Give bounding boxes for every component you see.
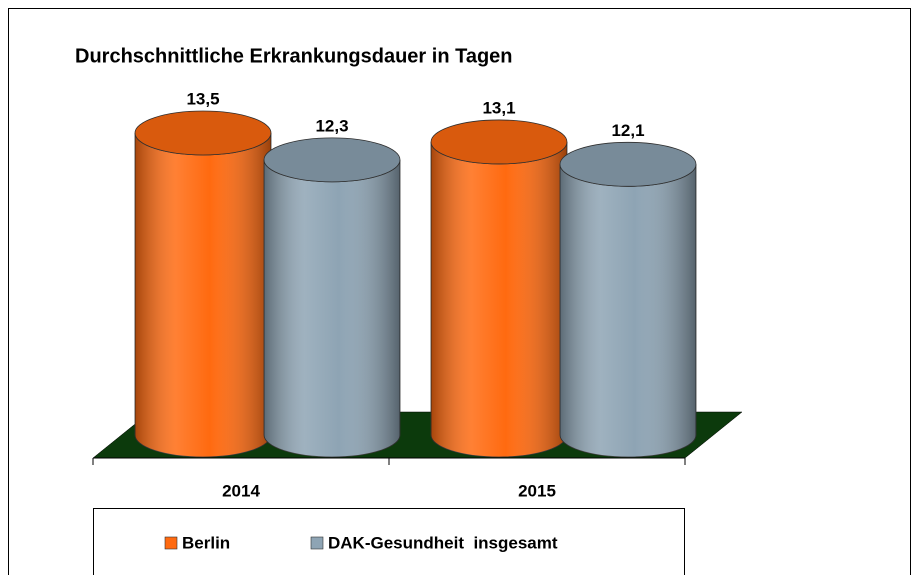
cylinder-top bbox=[263, 137, 401, 183]
cylinder-shade bbox=[264, 159, 400, 457]
cylinder-top-shade bbox=[264, 137, 400, 182]
value-label: 12,3 bbox=[315, 116, 348, 135]
value-label: 12,1 bbox=[611, 121, 644, 140]
legend bbox=[93, 508, 685, 575]
chart-title: Durchschnittliche Erkrankungsdauer in Ta… bbox=[75, 45, 513, 67]
cylinder-shade bbox=[431, 141, 567, 457]
cylinder-top-shade bbox=[431, 119, 567, 164]
cylinder-top-shade bbox=[135, 111, 271, 155]
cylinder-top-shade bbox=[560, 142, 696, 187]
cylinder-shade bbox=[560, 164, 696, 457]
cylinder-top bbox=[559, 141, 697, 187]
legend-label: DAK-Gesundheit insgesamt bbox=[328, 533, 558, 552]
value-label: 13,5 bbox=[186, 89, 219, 108]
legend-swatch bbox=[310, 536, 324, 550]
cylinder-top bbox=[134, 110, 272, 156]
cylinder-top bbox=[430, 119, 568, 165]
value-label: 13,1 bbox=[482, 98, 515, 117]
x-tick-label: 2014 bbox=[222, 481, 260, 500]
x-tick-label: 2015 bbox=[518, 481, 556, 500]
legend-swatch bbox=[164, 536, 178, 550]
cylinder-shade bbox=[135, 133, 271, 457]
legend-label: Berlin bbox=[182, 533, 230, 552]
